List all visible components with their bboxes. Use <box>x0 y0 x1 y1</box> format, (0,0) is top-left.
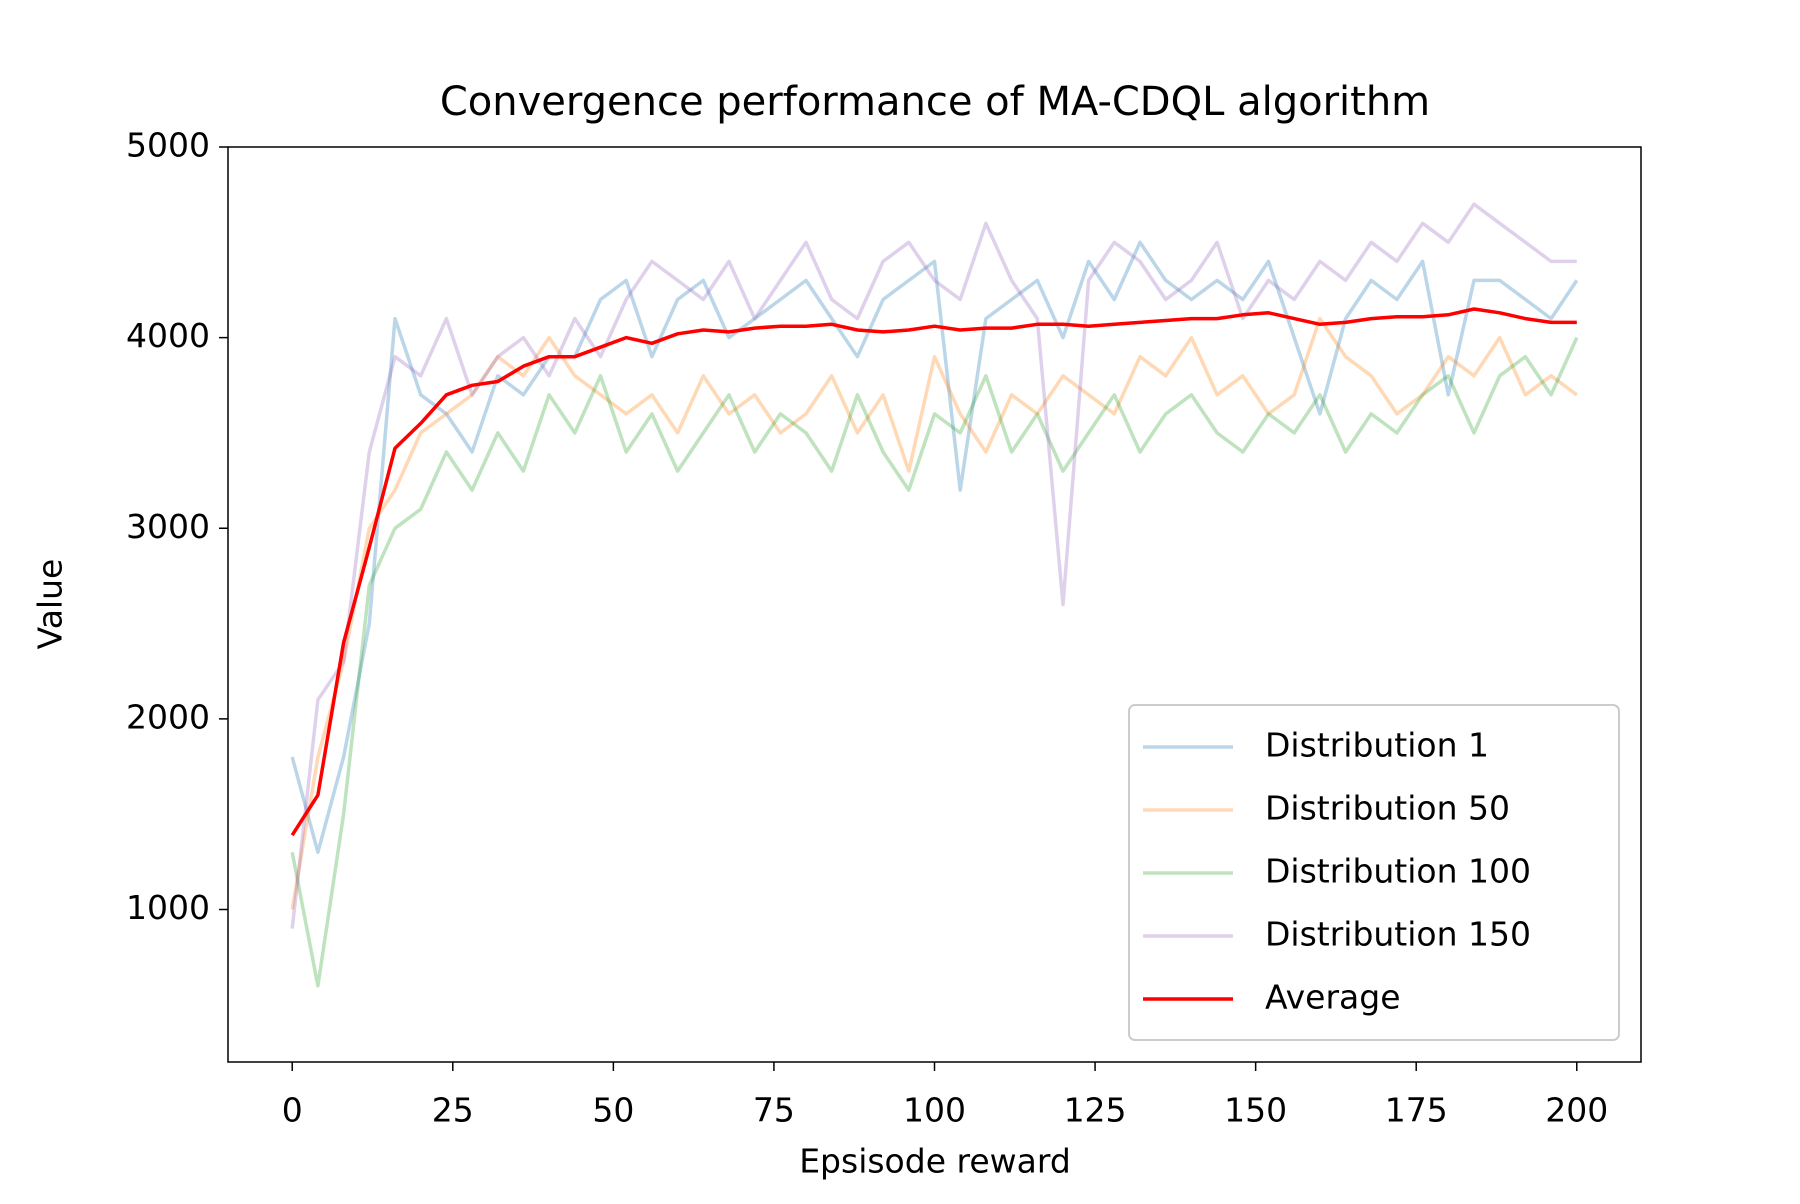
x-tick-label: 100 <box>903 1091 966 1130</box>
x-tick-label: 125 <box>1064 1091 1127 1130</box>
x-tick-label: 150 <box>1224 1091 1287 1130</box>
y-tick-label: 1000 <box>126 888 210 927</box>
x-tick-label: 50 <box>592 1091 634 1130</box>
y-tick-label: 4000 <box>126 316 210 355</box>
legend-box <box>1128 704 1620 1041</box>
x-axis-label: Epsisode reward <box>799 1142 1071 1181</box>
data-line <box>290 336 1579 988</box>
x-tick-label: 75 <box>753 1091 795 1130</box>
data-line <box>290 316 1578 910</box>
legend-label: Distribution 50 <box>1265 789 1510 828</box>
x-tick-label: 200 <box>1545 1091 1608 1130</box>
legend-label: Distribution 150 <box>1265 915 1531 954</box>
data-line <box>290 307 1577 837</box>
y-tick-label: 5000 <box>126 126 210 165</box>
data-line <box>290 202 1577 929</box>
data-line <box>290 240 1579 855</box>
x-tick-label: 25 <box>432 1091 474 1130</box>
x-tick-label: 0 <box>282 1091 303 1130</box>
y-tick-label: 2000 <box>126 697 210 736</box>
y-tick-label: 3000 <box>126 507 210 546</box>
legend-label: Distribution 100 <box>1265 852 1531 891</box>
chart-title: Convergence performance of MA-CDQL algor… <box>440 79 1430 125</box>
legend-label: Average <box>1265 978 1401 1017</box>
plot-frame <box>227 146 1642 1063</box>
x-tick-label: 175 <box>1385 1091 1448 1130</box>
legend-label: Distribution 1 <box>1265 726 1489 765</box>
y-axis-label: Value <box>31 559 70 650</box>
